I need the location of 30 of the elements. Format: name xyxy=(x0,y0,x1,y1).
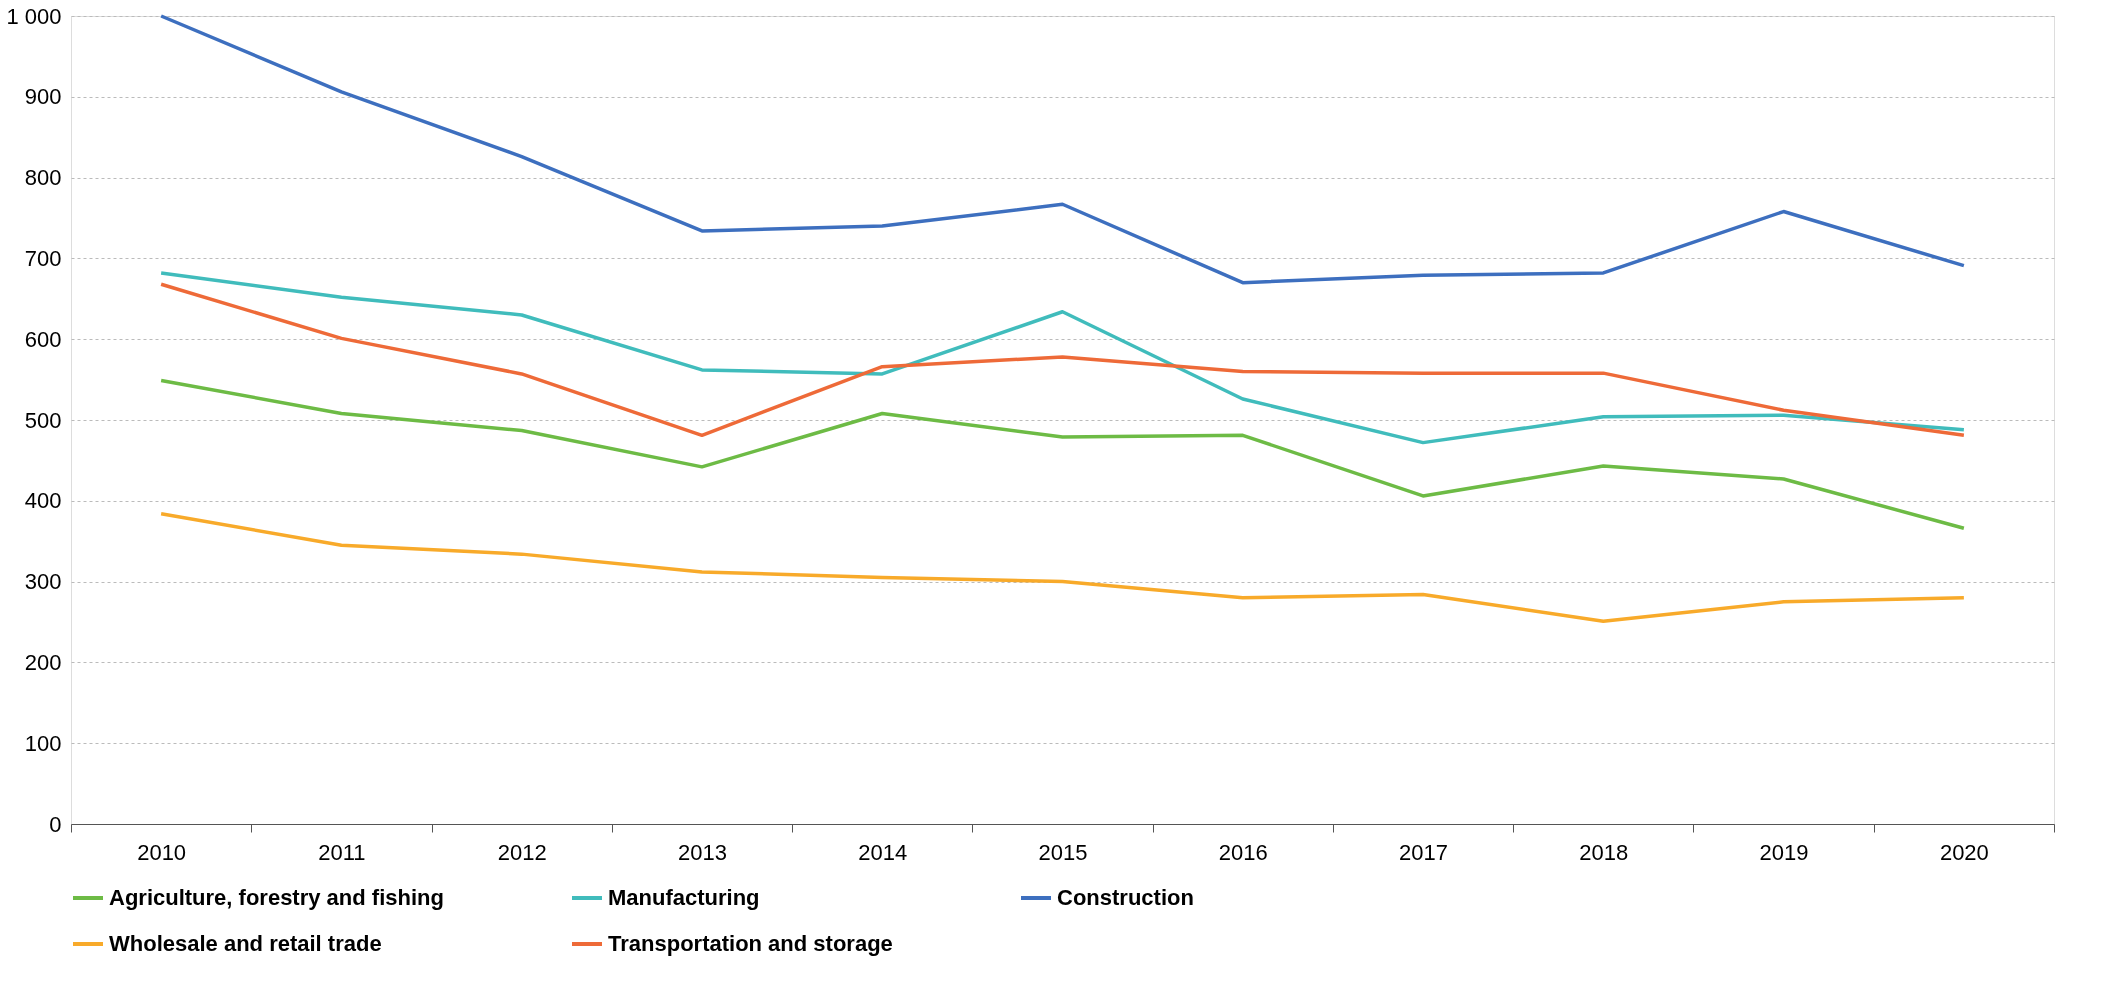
y-tick-label: 900 xyxy=(24,84,62,110)
x-tick-label: 2011 xyxy=(318,839,366,865)
x-tick-label: 2012 xyxy=(497,839,547,865)
legend-label: Manufacturing xyxy=(608,885,760,910)
x-tick-label: 2014 xyxy=(858,839,908,865)
x-tick-label: 2015 xyxy=(1038,839,1088,865)
legend-label: Transportation and storage xyxy=(608,931,893,956)
x-tick-label: 2020 xyxy=(1939,839,1989,865)
line-series xyxy=(159,378,1966,531)
line-series xyxy=(159,511,1966,623)
x-tick-label: 2013 xyxy=(677,839,727,865)
y-tick-label: 100 xyxy=(24,730,62,756)
x-tick-label: 2017 xyxy=(1399,839,1449,865)
y-tick-label: 800 xyxy=(24,165,62,191)
y-tick-label: 200 xyxy=(24,649,62,675)
y-tick-label: 400 xyxy=(24,488,62,514)
y-tick-label: 500 xyxy=(24,407,62,433)
y-tick-label: 600 xyxy=(24,326,62,352)
y-tick-label: 1 000 xyxy=(6,3,62,29)
y-tick-label: 700 xyxy=(24,245,62,271)
legend-label: Construction xyxy=(1057,885,1194,910)
x-tick-label: 2018 xyxy=(1579,839,1629,865)
x-tick-label: 2019 xyxy=(1759,839,1809,865)
y-tick-label: 300 xyxy=(24,569,62,595)
y-tick-label: 0 xyxy=(49,811,62,837)
line-series xyxy=(159,14,1966,285)
x-tick-label: 2016 xyxy=(1218,839,1268,865)
legend-label: Wholesale and retail trade xyxy=(109,931,382,956)
x-tick-label: 2010 xyxy=(137,839,187,865)
legend-label: Agriculture, forestry and fishing xyxy=(109,885,444,910)
